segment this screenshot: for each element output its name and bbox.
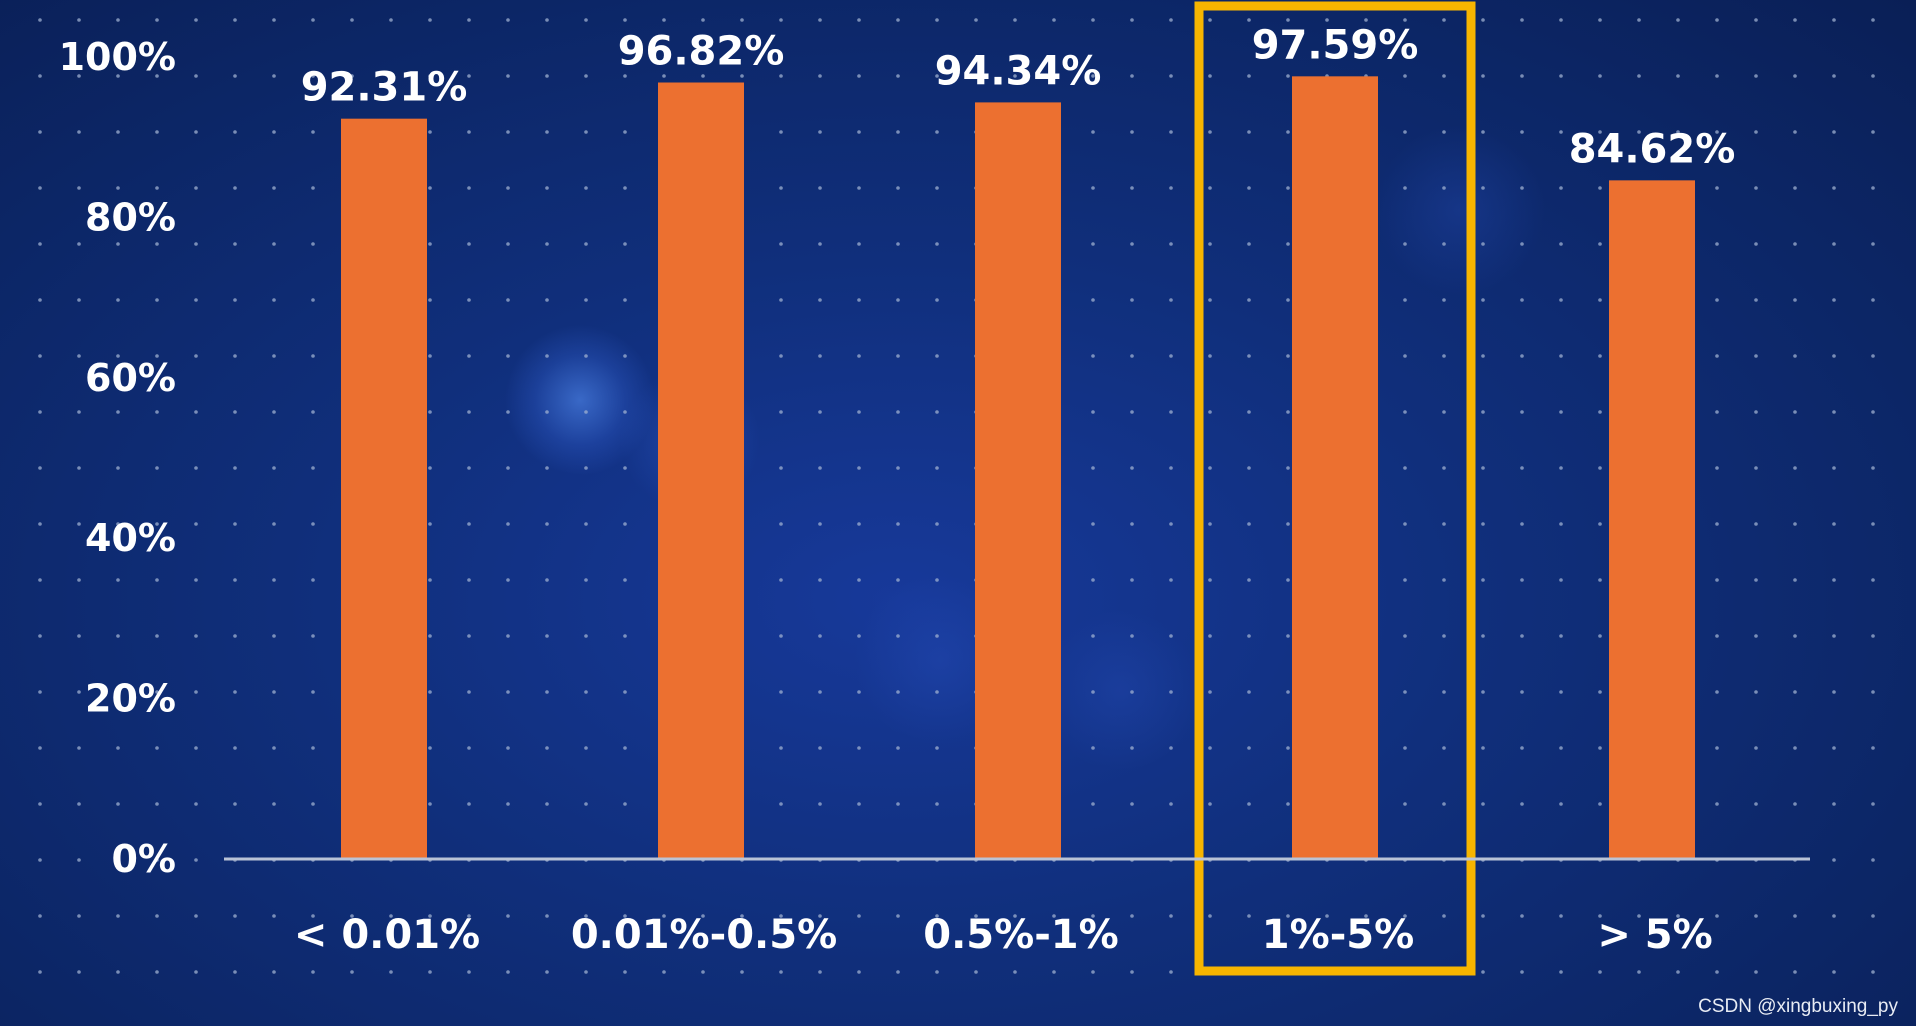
watermark: CSDN @xingbuxing_py	[1698, 996, 1898, 1017]
value-label: 97.59%	[1252, 22, 1419, 68]
bar	[341, 118, 427, 859]
y-tick-label: 80%	[85, 195, 176, 239]
category-label: > 5%	[1597, 912, 1712, 958]
y-tick-label: 0%	[111, 837, 176, 881]
bar	[1609, 180, 1695, 859]
value-label: 94.34%	[935, 48, 1102, 94]
value-label: 92.31%	[301, 65, 468, 111]
bar	[1292, 76, 1378, 860]
value-label: 96.82%	[618, 29, 785, 75]
category-label: 0.5%-1%	[923, 912, 1118, 958]
bar	[658, 82, 744, 859]
y-tick-label: 100%	[59, 35, 176, 79]
category-label: 0.01%-0.5%	[571, 912, 837, 958]
value-label: 84.62%	[1569, 126, 1736, 172]
bar	[975, 102, 1061, 860]
category-label: 1%-5%	[1262, 912, 1414, 958]
y-tick-label: 40%	[85, 516, 176, 560]
category-label: < 0.01%	[294, 912, 480, 958]
y-tick-label: 20%	[85, 677, 176, 721]
y-tick-label: 60%	[85, 356, 176, 400]
highlight-box	[1194, 1, 1476, 976]
